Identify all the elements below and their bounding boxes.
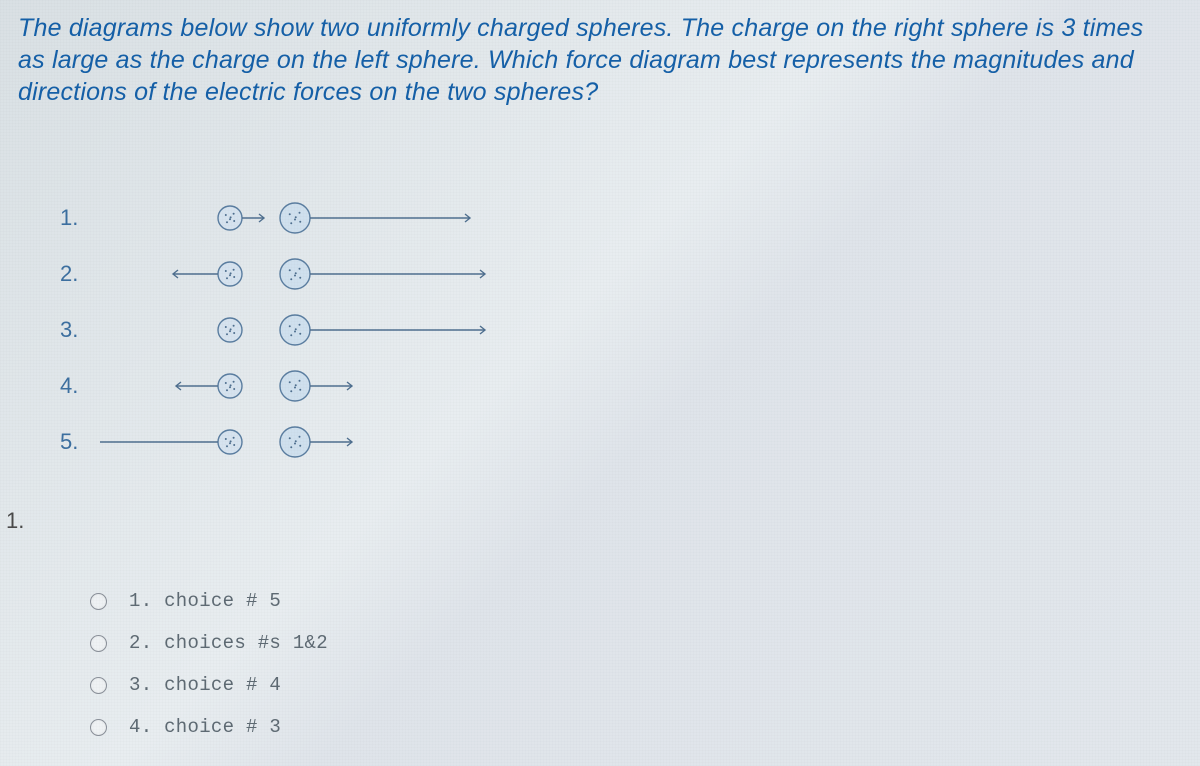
answer-option-3[interactable]: 3. choice # 4 [90,664,328,706]
answer-option-label: 1. choice # 5 [129,590,281,612]
answer-option-label: 2. choices #s 1&2 [129,632,328,654]
diagram-row-number: 1. [60,205,100,231]
radio-icon[interactable] [90,635,107,652]
answer-option-label: 4. choice # 3 [129,716,281,738]
outer-question-number: 1. [6,508,24,534]
force-diagram-3 [100,307,560,353]
diagram-row-5: 5. [60,414,580,470]
answer-options: 1. choice # 5 2. choices #s 1&2 3. choice … [90,580,328,748]
answer-option-2[interactable]: 2. choices #s 1&2 [90,622,328,664]
diagram-row-number: 4. [60,373,100,399]
answer-option-label: 3. choice # 4 [129,674,281,696]
force-diagram-2 [100,251,560,297]
answer-option-1[interactable]: 1. choice # 5 [90,580,328,622]
force-diagram-5 [100,419,560,465]
force-diagram-1 [100,195,560,241]
diagram-row-number: 2. [60,261,100,287]
radio-icon[interactable] [90,593,107,610]
diagram-row-number: 3. [60,317,100,343]
force-diagram-4 [100,363,560,409]
radio-icon[interactable] [90,677,107,694]
diagram-row-number: 5. [60,429,100,455]
radio-icon[interactable] [90,719,107,736]
question-text: The diagrams below show two uniformly ch… [18,12,1160,108]
diagram-row-2: 2. [60,246,580,302]
diagram-row-1: 1. [60,190,580,246]
answer-option-4[interactable]: 4. choice # 3 [90,706,328,748]
diagram-row-4: 4. [60,358,580,414]
diagram-area: 1. 2. 3. 4. 5. [60,190,580,470]
diagram-row-3: 3. [60,302,580,358]
